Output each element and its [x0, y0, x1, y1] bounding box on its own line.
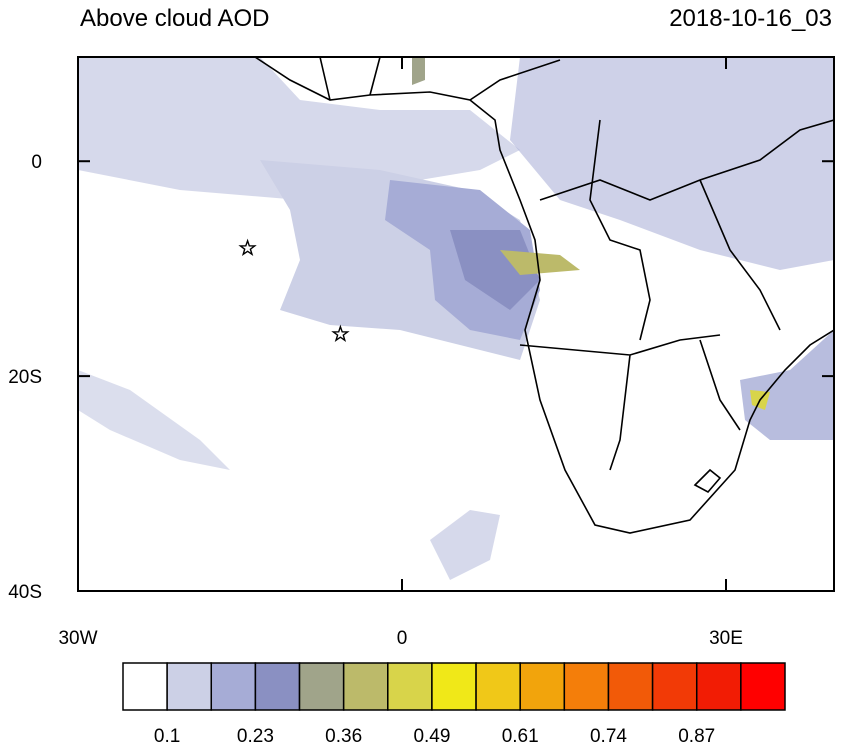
aod-field [78, 57, 834, 580]
lon-tick-label: 30E [709, 628, 743, 649]
lon-tick-label: 0 [397, 628, 408, 649]
lat-tick-label: 40S [8, 582, 42, 603]
lat-tick-label: 0 [31, 152, 42, 173]
colorbar-box [298, 662, 345, 711]
colorbar-box [651, 662, 698, 711]
site-marker [331, 324, 350, 343]
colorbar-box [431, 662, 477, 711]
colorbar-box [695, 662, 742, 711]
colorbar-box [475, 662, 521, 711]
map-frame [77, 56, 835, 592]
colorbar-box [740, 662, 786, 711]
colorbar-label: 0.61 [502, 726, 539, 747]
colorbar-box [210, 662, 257, 711]
colorbar-label: 0.74 [590, 726, 627, 747]
colorbar-label: 0.36 [325, 726, 362, 747]
colorbar-label: 0.49 [413, 726, 450, 747]
colorbar-box [342, 662, 389, 711]
colorbar-label: 0.87 [678, 726, 715, 747]
map-title: Above cloud AOD [80, 5, 269, 32]
colorbar-box [166, 662, 213, 711]
colorbar-box [519, 662, 566, 711]
colorbar-box [122, 662, 168, 711]
lon-tick-label: 30W [58, 628, 97, 649]
lat-tick-label: 20S [8, 367, 42, 388]
colorbar-box [254, 662, 301, 711]
coastline [254, 57, 834, 534]
colorbar-label: 0.1 [154, 726, 180, 747]
colorbar-label: 0.23 [237, 726, 274, 747]
map-date: 2018-10-16_03 [669, 5, 832, 32]
site-marker [238, 238, 257, 257]
colorbar-box [387, 662, 433, 711]
colorbar-box [607, 662, 654, 711]
colorbar-box [563, 662, 610, 711]
